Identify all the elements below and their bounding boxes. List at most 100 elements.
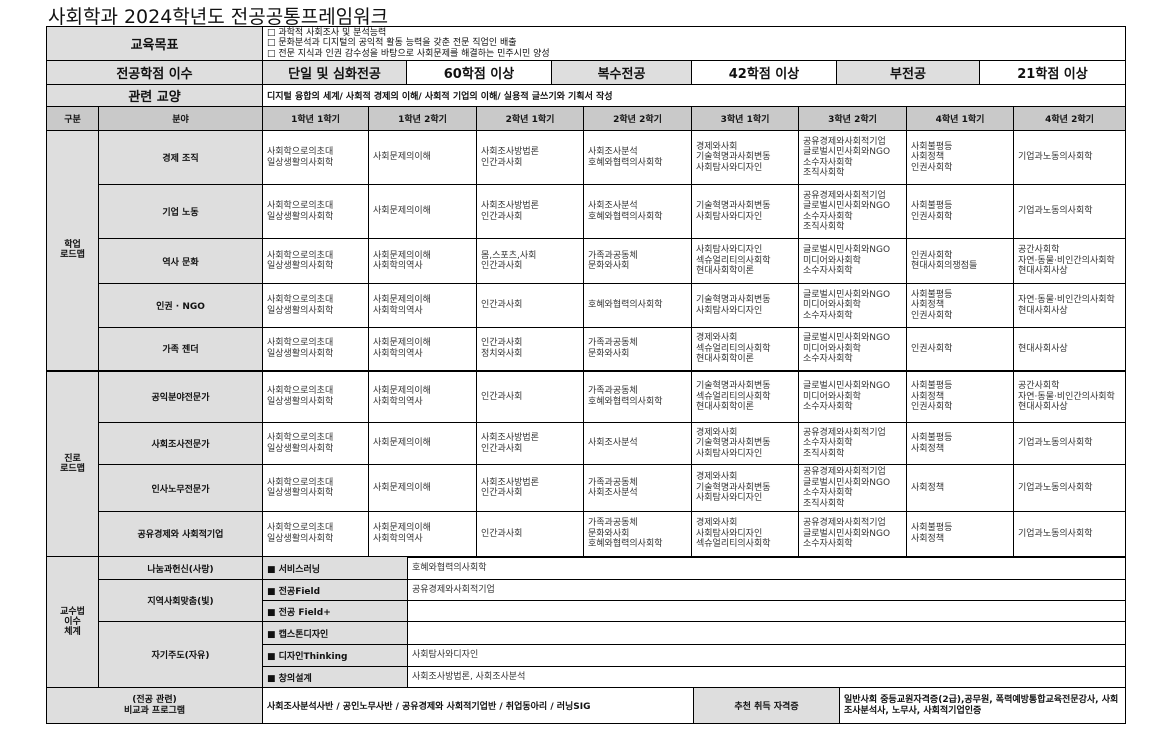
course-name: 소수자사회학	[803, 438, 853, 449]
course-name: 소수자사회학	[803, 266, 853, 277]
course-cell: 사회불평등 사회정책 인권사회학	[906, 283, 1014, 328]
course-name: 사회불평등	[911, 381, 953, 391]
course-cell: 인권사회학	[906, 327, 1014, 372]
course-name: 글로벌시민사회와NGO	[803, 147, 891, 157]
course-name: 미디어와사회학	[803, 255, 861, 266]
course-cell: 사회학으로의초대 일상생활의사회학	[262, 238, 369, 284]
course-name: 사회정책	[911, 443, 945, 454]
course-name: 기술혁명과사회변동	[696, 152, 771, 163]
column-header: 3학년 1학기	[691, 106, 799, 131]
course-cell: 기업과노동의사회학	[1013, 130, 1126, 185]
course-name: 몸,스포츠,사회	[481, 250, 537, 261]
course-cell: 사회불평등 사회정책 인권사회학	[906, 370, 1014, 423]
course-name: 글로벌시민사회와NGO	[803, 289, 891, 300]
table-row: 공유경제와 사회적기업 사회학으로의초대 일상생활의사회학 사회문제의이해 사회학의역사…	[47, 511, 1126, 558]
teaching-row: ■ 전공 Field+	[47, 600, 1126, 622]
course-name: 사회탐사와디자인	[696, 245, 763, 256]
teaching-method: ■ 캡스톤디자인	[262, 621, 408, 645]
course-name: 기술혁명과사회변동	[696, 381, 771, 391]
double-major-value: 42학점 이상	[691, 60, 837, 85]
course-name: 사회조사방법론	[481, 477, 539, 488]
course-name: 인간과사회	[481, 443, 523, 454]
course-name: 일상생활의사회학	[267, 533, 334, 544]
course-name: 가족과공동체	[588, 477, 638, 488]
extra-programs: 사회조사분석사반 / 공인노무사반 / 공유경제와 사회적기업반 / 취업동아리…	[262, 687, 694, 724]
teaching-method: ■ 디자인Thinking	[262, 644, 408, 667]
course-name: 기술혁명과사회변동	[696, 438, 771, 449]
course-cell: 인간과사회	[476, 283, 584, 328]
header-row: 구분 분야 1학년 1학기 1학년 2학기 2학년 1학기 2학년 2학기 3학년 1학기 3…	[46, 106, 1126, 131]
column-header: 2학년 2학기	[583, 106, 692, 131]
course-name: 인간과사회	[481, 338, 523, 349]
teaching-course: 사회조사방법론, 사회조사분석	[407, 666, 1126, 688]
course-cell: 공유경제와사회적기업 소수자사회학 조직사회학	[798, 422, 907, 465]
course-cell: 경제와사회 섹슈얼리티의사회학 현대사회학이론	[691, 327, 799, 372]
course-name: 사회불평등	[911, 523, 953, 534]
course-cell: 사회조사분석 호혜와협력의사회학	[583, 130, 692, 185]
course-name: 섹슈얼리티의사회학	[696, 539, 771, 549]
course-name: 일상생활의사회학	[267, 305, 334, 316]
course-cell: 가족과공동체 문화와사회	[583, 238, 692, 284]
teaching-row: 지역사회맞춤(빛) ■ 전공Field 공유경제와사회적기업	[47, 579, 1126, 622]
course-cell: 인간과사회	[476, 511, 584, 558]
course-name: 사회학으로의초대	[267, 477, 334, 488]
course-name: 경제와사회	[696, 427, 738, 438]
course-name: 가족과공동체	[588, 518, 638, 528]
course-name: 사회문제의이해	[373, 295, 431, 305]
course-cell: 사회문제의이해	[368, 130, 477, 185]
course-cell: 가족과공동체 사회조사분석	[583, 464, 692, 512]
course-name: 사회학으로의초대	[267, 147, 334, 157]
table-row: 인사노무전문가 사회학으로의초대 일상생활의사회학 사회문제의이해 사회조사방법론 인간과…	[47, 464, 1126, 512]
course-name: 경제와사회	[696, 333, 738, 343]
table-row: 진로 로드맵 공익분야전문가 사회학으로의초대 일상생활의사회학 사회문제의이해 사회학의…	[46, 370, 1126, 558]
goal-item: □ 과학적 사회조사 및 분석능력	[267, 27, 387, 38]
course-cell: 글로벌시민사회와NGO 미디어와사회학 소수자사회학	[798, 370, 907, 423]
course-name: 조직사회학	[803, 448, 845, 459]
course-cell: 사회학으로의초대 일상생활의사회학	[262, 327, 369, 372]
group-label: 학업 로드맵	[46, 130, 99, 372]
course-name: 현대사회사상	[1018, 343, 1068, 354]
course-name: 사회학으로의초대	[267, 250, 334, 261]
course-name: 조직사회학	[803, 498, 845, 509]
course-name: 인권사회학	[911, 162, 953, 173]
course-name: 현대사회사상	[1018, 402, 1068, 412]
teaching-row: 교수법 이수 체계 나눔과헌신(사랑) ■ 서비스러닝 호혜와협력의사회학	[46, 556, 1126, 688]
course-name: 사회정책	[911, 300, 945, 311]
course-name: 사회문제의이해	[373, 250, 431, 261]
course-name: 호혜와협력의사회학	[588, 300, 663, 311]
course-cell: 사회문제의이해	[368, 422, 477, 465]
course-cell: 사회문제의이해 사회학의역사	[368, 327, 477, 372]
course-cell: 사회학으로의초대 일상생활의사회학	[262, 184, 369, 239]
course-name: 호혜와협력의사회학	[588, 539, 663, 549]
course-name: 가족과공동체	[588, 250, 638, 261]
teaching-method: ■ 창의설계	[262, 666, 408, 688]
course-name: 기술혁명과사회변동	[696, 201, 771, 211]
course-name: 사회정책	[911, 391, 945, 402]
course-name: 일상생활의사회학	[267, 488, 334, 498]
goal-item: □ 문화분석과 디지털의 공익적 활동 능력을 갖춘 전문 직업인 배출	[267, 38, 517, 49]
course-cell: 호혜와협력의사회학	[583, 283, 692, 328]
field-label: 역사 문화	[98, 238, 263, 284]
course-name: 사회정책	[911, 152, 945, 163]
course-name: 기업과노동의사회학	[1018, 152, 1093, 163]
course-name: 사회학의역사	[373, 305, 423, 316]
course-name: 조직사회학	[803, 168, 845, 178]
course-name: 호혜와협력의사회학	[588, 211, 663, 222]
teaching-course	[407, 621, 1126, 645]
course-cell: 공유경제와사회적기업 글로벌시민사회와NGO 소수자사회학	[798, 511, 907, 558]
group-label: 진로 로드맵	[46, 370, 99, 558]
course-name: 기술혁명과사회변동	[696, 295, 771, 305]
column-header: 3학년 2학기	[798, 106, 907, 131]
course-cell: 기업과노동의사회학	[1013, 464, 1126, 512]
course-cell: 글로벌시민사회와NGO 미디어와사회학 소수자사회학	[798, 238, 907, 284]
column-header: 1학년 1학기	[262, 106, 369, 131]
course-name: 글로벌시민사회와NGO	[803, 381, 891, 391]
course-cell: 사회문제의이해 사회학의역사	[368, 238, 477, 284]
course-name: 사회조사분석	[588, 438, 638, 449]
course-name: 사회문제의이해	[373, 482, 431, 493]
course-name: 자연·동물·비인간의사회학	[1018, 255, 1115, 266]
teaching-row: ■ 창의설계 사회조사방법론, 사회조사분석	[47, 666, 1126, 688]
course-cell: 가족과공동체 문화와사회	[583, 327, 692, 372]
course-name: 글로벌시민사회와NGO	[803, 333, 891, 343]
course-cell: 현대사회사상	[1013, 327, 1126, 372]
